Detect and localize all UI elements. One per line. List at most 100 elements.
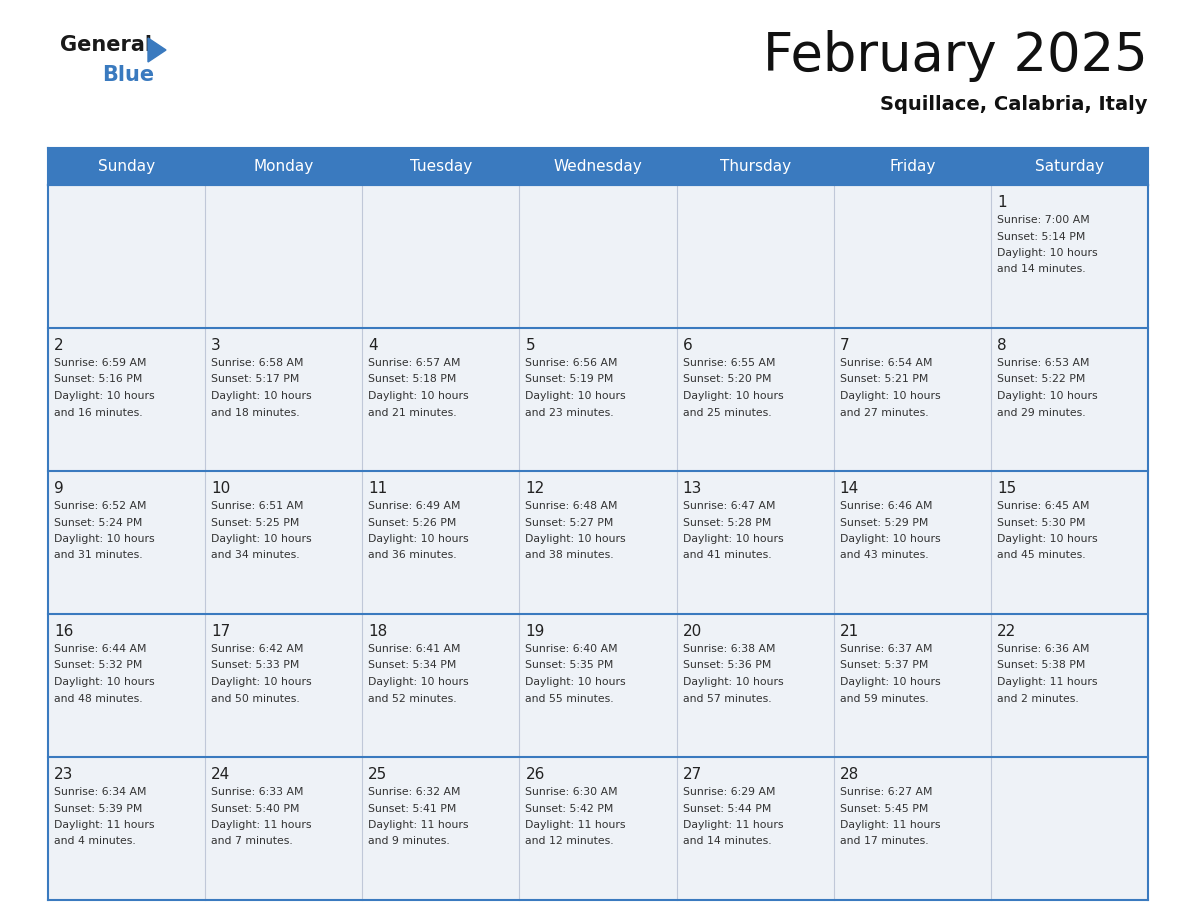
- Text: Sunset: 5:34 PM: Sunset: 5:34 PM: [368, 660, 456, 670]
- Text: Daylight: 11 hours: Daylight: 11 hours: [53, 820, 154, 830]
- Text: Sunrise: 6:27 AM: Sunrise: 6:27 AM: [840, 787, 933, 797]
- Text: 9: 9: [53, 481, 64, 496]
- Text: 10: 10: [211, 481, 230, 496]
- Text: 21: 21: [840, 624, 859, 639]
- Text: and 4 minutes.: and 4 minutes.: [53, 836, 135, 846]
- Text: 8: 8: [997, 338, 1006, 353]
- Text: Sunset: 5:44 PM: Sunset: 5:44 PM: [683, 803, 771, 813]
- Text: Sunset: 5:24 PM: Sunset: 5:24 PM: [53, 518, 143, 528]
- Text: Daylight: 10 hours: Daylight: 10 hours: [997, 534, 1098, 544]
- Text: 12: 12: [525, 481, 544, 496]
- Text: Sunrise: 6:57 AM: Sunrise: 6:57 AM: [368, 358, 461, 368]
- Text: 5: 5: [525, 338, 535, 353]
- Text: and 2 minutes.: and 2 minutes.: [997, 693, 1079, 703]
- Text: Sunset: 5:40 PM: Sunset: 5:40 PM: [211, 803, 299, 813]
- Text: 7: 7: [840, 338, 849, 353]
- Text: 27: 27: [683, 767, 702, 782]
- Text: Daylight: 11 hours: Daylight: 11 hours: [368, 820, 469, 830]
- Text: Sunset: 5:33 PM: Sunset: 5:33 PM: [211, 660, 299, 670]
- Text: Daylight: 10 hours: Daylight: 10 hours: [997, 248, 1098, 258]
- Text: and 23 minutes.: and 23 minutes.: [525, 408, 614, 418]
- Text: and 55 minutes.: and 55 minutes.: [525, 693, 614, 703]
- Text: Sunrise: 6:36 AM: Sunrise: 6:36 AM: [997, 644, 1089, 654]
- Text: Daylight: 10 hours: Daylight: 10 hours: [997, 391, 1098, 401]
- Text: and 50 minutes.: and 50 minutes.: [211, 693, 299, 703]
- Text: Sunrise: 6:49 AM: Sunrise: 6:49 AM: [368, 501, 461, 511]
- Text: 14: 14: [840, 481, 859, 496]
- Text: 15: 15: [997, 481, 1016, 496]
- Text: 17: 17: [211, 624, 230, 639]
- Text: Sunrise: 6:38 AM: Sunrise: 6:38 AM: [683, 644, 775, 654]
- Text: and 25 minutes.: and 25 minutes.: [683, 408, 771, 418]
- Text: and 16 minutes.: and 16 minutes.: [53, 408, 143, 418]
- Bar: [48, 185, 1148, 328]
- Text: Sunset: 5:28 PM: Sunset: 5:28 PM: [683, 518, 771, 528]
- Text: 28: 28: [840, 767, 859, 782]
- Text: 26: 26: [525, 767, 545, 782]
- Text: Monday: Monday: [253, 159, 314, 174]
- Text: Sunrise: 6:46 AM: Sunrise: 6:46 AM: [840, 501, 933, 511]
- Text: Sunrise: 6:54 AM: Sunrise: 6:54 AM: [840, 358, 933, 368]
- Text: Sunrise: 6:53 AM: Sunrise: 6:53 AM: [997, 358, 1089, 368]
- Text: Daylight: 10 hours: Daylight: 10 hours: [211, 534, 311, 544]
- Text: 4: 4: [368, 338, 378, 353]
- Text: Sunrise: 6:37 AM: Sunrise: 6:37 AM: [840, 644, 933, 654]
- Bar: [48, 328, 1148, 471]
- Text: and 17 minutes.: and 17 minutes.: [840, 836, 928, 846]
- Text: Sunrise: 6:59 AM: Sunrise: 6:59 AM: [53, 358, 146, 368]
- Polygon shape: [148, 38, 166, 62]
- Text: Sunrise: 6:51 AM: Sunrise: 6:51 AM: [211, 501, 304, 511]
- Text: and 9 minutes.: and 9 minutes.: [368, 836, 450, 846]
- Text: Daylight: 10 hours: Daylight: 10 hours: [525, 534, 626, 544]
- Text: Sunrise: 7:00 AM: Sunrise: 7:00 AM: [997, 215, 1089, 225]
- Text: 2: 2: [53, 338, 64, 353]
- Text: 19: 19: [525, 624, 545, 639]
- Text: Sunset: 5:16 PM: Sunset: 5:16 PM: [53, 375, 143, 385]
- Text: Daylight: 10 hours: Daylight: 10 hours: [840, 534, 941, 544]
- Text: Sunrise: 6:33 AM: Sunrise: 6:33 AM: [211, 787, 304, 797]
- Text: Daylight: 10 hours: Daylight: 10 hours: [840, 391, 941, 401]
- Text: Sunrise: 6:34 AM: Sunrise: 6:34 AM: [53, 787, 146, 797]
- Text: Sunrise: 6:55 AM: Sunrise: 6:55 AM: [683, 358, 775, 368]
- Text: Sunrise: 6:47 AM: Sunrise: 6:47 AM: [683, 501, 775, 511]
- Text: 13: 13: [683, 481, 702, 496]
- Text: 24: 24: [211, 767, 230, 782]
- Text: 1: 1: [997, 195, 1006, 210]
- Text: Sunrise: 6:40 AM: Sunrise: 6:40 AM: [525, 644, 618, 654]
- Text: 23: 23: [53, 767, 74, 782]
- Text: Sunset: 5:17 PM: Sunset: 5:17 PM: [211, 375, 299, 385]
- Text: 3: 3: [211, 338, 221, 353]
- Text: Tuesday: Tuesday: [410, 159, 472, 174]
- Text: 18: 18: [368, 624, 387, 639]
- Text: Thursday: Thursday: [720, 159, 791, 174]
- Text: Daylight: 10 hours: Daylight: 10 hours: [211, 391, 311, 401]
- Text: Sunset: 5:19 PM: Sunset: 5:19 PM: [525, 375, 614, 385]
- Bar: [48, 471, 1148, 614]
- Text: Daylight: 10 hours: Daylight: 10 hours: [525, 391, 626, 401]
- Bar: [48, 148, 1148, 185]
- Text: and 43 minutes.: and 43 minutes.: [840, 551, 928, 561]
- Text: Sunrise: 6:52 AM: Sunrise: 6:52 AM: [53, 501, 146, 511]
- Text: Sunrise: 6:32 AM: Sunrise: 6:32 AM: [368, 787, 461, 797]
- Text: Sunrise: 6:41 AM: Sunrise: 6:41 AM: [368, 644, 461, 654]
- Text: Daylight: 10 hours: Daylight: 10 hours: [368, 534, 469, 544]
- Text: Daylight: 10 hours: Daylight: 10 hours: [368, 391, 469, 401]
- Text: and 29 minutes.: and 29 minutes.: [997, 408, 1086, 418]
- Text: Daylight: 10 hours: Daylight: 10 hours: [211, 677, 311, 687]
- Text: 16: 16: [53, 624, 74, 639]
- Text: Sunset: 5:30 PM: Sunset: 5:30 PM: [997, 518, 1086, 528]
- Text: Sunset: 5:18 PM: Sunset: 5:18 PM: [368, 375, 456, 385]
- Text: Sunset: 5:14 PM: Sunset: 5:14 PM: [997, 231, 1085, 241]
- Text: Saturday: Saturday: [1035, 159, 1104, 174]
- Text: Sunrise: 6:44 AM: Sunrise: 6:44 AM: [53, 644, 146, 654]
- Text: Squillace, Calabria, Italy: Squillace, Calabria, Italy: [880, 95, 1148, 114]
- Text: Sunrise: 6:58 AM: Sunrise: 6:58 AM: [211, 358, 304, 368]
- Text: and 34 minutes.: and 34 minutes.: [211, 551, 299, 561]
- Text: and 38 minutes.: and 38 minutes.: [525, 551, 614, 561]
- Text: Daylight: 10 hours: Daylight: 10 hours: [53, 391, 154, 401]
- Text: 6: 6: [683, 338, 693, 353]
- Text: and 41 minutes.: and 41 minutes.: [683, 551, 771, 561]
- Text: Sunset: 5:35 PM: Sunset: 5:35 PM: [525, 660, 614, 670]
- Text: and 7 minutes.: and 7 minutes.: [211, 836, 293, 846]
- Text: Sunset: 5:25 PM: Sunset: 5:25 PM: [211, 518, 299, 528]
